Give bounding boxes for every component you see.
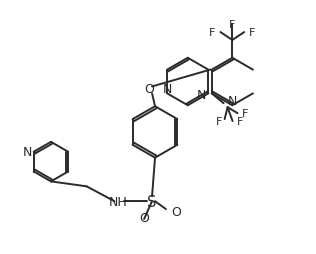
Text: NH: NH [109, 195, 128, 208]
Text: F: F [241, 109, 248, 119]
Text: O: O [139, 211, 149, 224]
Text: F: F [229, 20, 235, 30]
Text: F: F [216, 117, 223, 126]
Text: S: S [147, 194, 157, 209]
Text: O: O [144, 83, 154, 96]
Text: N: N [162, 83, 172, 96]
Text: N: N [22, 146, 32, 158]
Text: F: F [249, 28, 256, 38]
Text: N: N [228, 95, 237, 108]
Text: O: O [171, 205, 181, 218]
Text: N: N [197, 88, 206, 101]
Text: F: F [209, 28, 216, 38]
Text: F: F [236, 117, 243, 126]
